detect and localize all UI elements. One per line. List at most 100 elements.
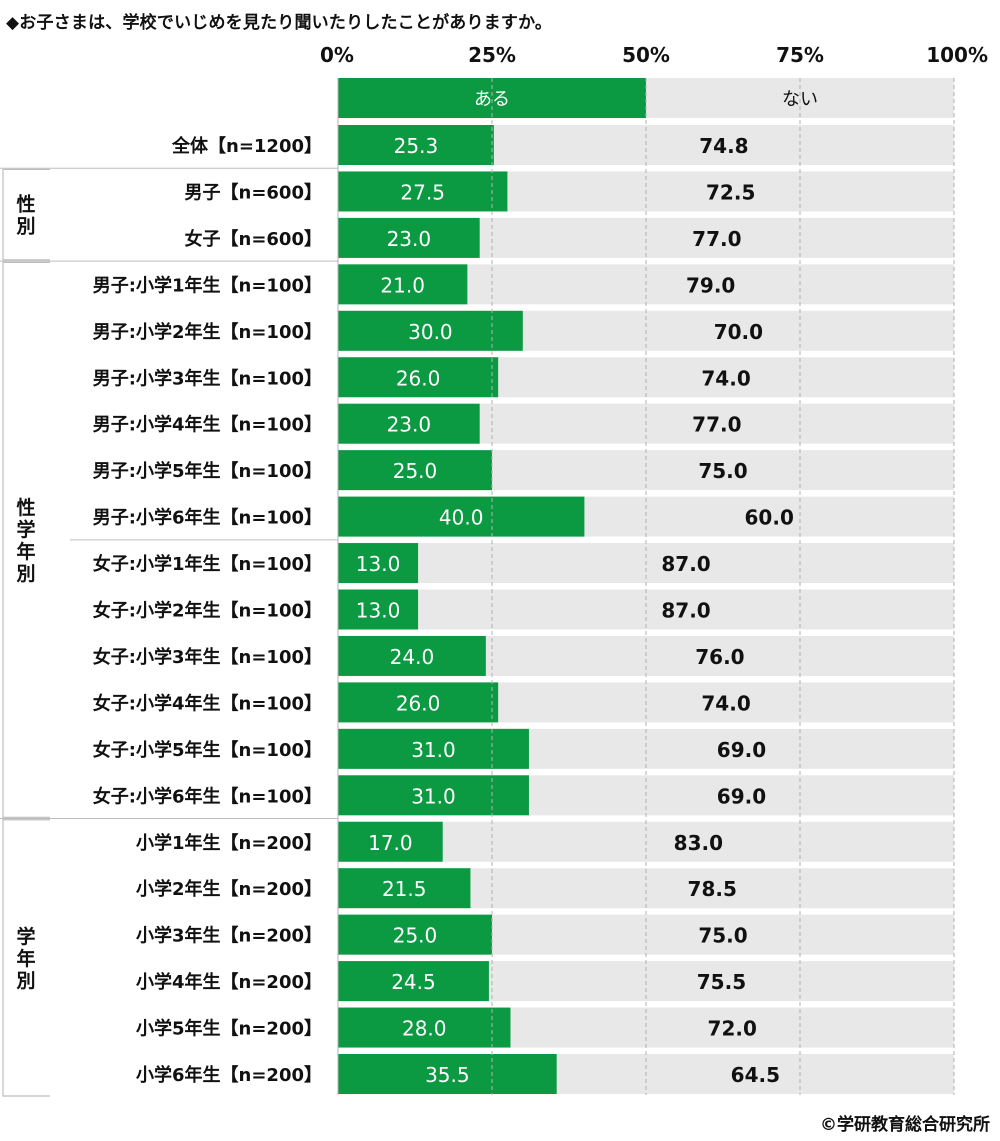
data-label-no: 75.5	[697, 970, 746, 994]
bar-yes	[338, 868, 471, 909]
data-label-yes: 26.0	[396, 366, 441, 390]
data-label-no: 77.0	[692, 413, 741, 437]
data-label-yes: 24.0	[390, 645, 435, 669]
group-label-char: 年	[16, 540, 35, 563]
group-label-char: 学	[16, 925, 35, 948]
category-label: 男子:小学6年生【n=100】	[93, 507, 322, 529]
bar-yes	[338, 728, 529, 769]
data-label-yes: 28.0	[402, 1017, 447, 1041]
data-label-no: 74.8	[699, 134, 748, 158]
x-tick-label: 50%	[622, 43, 670, 67]
data-label-yes: 31.0	[411, 784, 456, 808]
category-label: 女子:小学5年生【n=100】	[93, 739, 322, 761]
copyright-text: ©学研教育総合研究所	[820, 1115, 990, 1135]
data-label-no: 83.0	[674, 831, 723, 855]
bar-yes	[338, 403, 480, 444]
data-label-yes: 21.0	[380, 273, 425, 297]
data-label-no: 75.0	[698, 459, 747, 483]
category-label: 小学6年生【n=200】	[136, 1064, 322, 1086]
bar-yes	[338, 496, 585, 537]
data-label-no: 72.0	[708, 1017, 757, 1041]
category-label: 男子【n=600】	[185, 182, 322, 203]
legend-swatch-no	[646, 78, 954, 118]
data-label-no: 69.0	[717, 738, 766, 762]
data-label-yes: 35.5	[425, 1063, 470, 1087]
category-label: 男子:小学3年生【n=100】	[93, 367, 322, 389]
data-label-no: 60.0	[745, 506, 794, 530]
group-label-char: 性	[16, 496, 35, 519]
bar-yes	[338, 821, 443, 862]
data-label-no: 74.0	[701, 691, 750, 715]
bar-yes	[338, 543, 419, 584]
bar-yes	[338, 1054, 557, 1094]
data-label-yes: 23.0	[387, 227, 432, 251]
data-label-no: 79.0	[686, 273, 735, 297]
bar-yes	[338, 450, 492, 491]
data-label-yes: 25.0	[393, 459, 438, 483]
group-bracket	[2, 168, 50, 261]
bar-yes	[338, 264, 468, 305]
category-label: 女子:小学3年生【n=100】	[93, 646, 322, 668]
data-label-yes: 25.0	[393, 924, 438, 948]
data-label-yes: 25.3	[394, 134, 439, 158]
category-label: 全体【n=1200】	[171, 135, 322, 157]
data-label-no: 72.5	[706, 180, 755, 204]
group-label-char: 別	[16, 563, 35, 585]
category-label: 女子【n=600】	[185, 228, 322, 250]
bar-yes	[338, 635, 486, 676]
category-label: 女子:小学2年生【n=100】	[93, 600, 322, 622]
category-label: 女子:小学4年生【n=100】	[93, 692, 322, 714]
group-label-char: 学	[16, 518, 35, 541]
chart-title: ◆お子さまは、学校でいじめを見たり聞いたりしたことがありますか。	[6, 13, 553, 33]
data-label-yes: 27.5	[400, 180, 445, 204]
bar-yes	[338, 357, 499, 398]
category-label: 女子:小学6年生【n=100】	[93, 785, 322, 807]
bar-yes	[338, 775, 529, 816]
bar-yes	[338, 217, 480, 258]
category-label: 小学2年生【n=200】	[136, 878, 322, 900]
data-label-yes: 40.0	[439, 506, 484, 530]
group-bracket	[2, 819, 50, 1097]
data-label-no: 77.0	[692, 227, 741, 251]
bar-yes	[338, 589, 419, 630]
data-label-no: 87.0	[661, 552, 710, 576]
data-label-yes: 13.0	[356, 552, 401, 576]
data-label-yes: 24.5	[391, 970, 436, 994]
data-label-yes: 30.0	[408, 320, 453, 344]
group-label-char: 年	[16, 947, 35, 970]
bar-yes	[338, 171, 508, 212]
data-label-no: 87.0	[661, 599, 710, 623]
category-label: 小学3年生【n=200】	[136, 925, 322, 947]
data-label-yes: 17.0	[368, 831, 413, 855]
data-label-yes: 31.0	[411, 738, 456, 762]
data-label-no: 70.0	[714, 320, 763, 344]
category-label: 男子:小学5年生【n=100】	[93, 460, 322, 482]
data-label-no: 75.0	[698, 924, 747, 948]
data-label-no: 78.5	[688, 877, 737, 901]
group-bracket	[2, 261, 50, 818]
x-tick-label: 75%	[776, 43, 824, 67]
category-label: 小学1年生【n=200】	[136, 832, 322, 854]
bar-yes	[338, 914, 492, 955]
category-label: 男子:小学4年生【n=100】	[93, 414, 322, 436]
data-label-no: 64.5	[731, 1063, 780, 1087]
bar-yes	[338, 961, 489, 1002]
x-tick-label: 100%	[926, 43, 988, 67]
data-label-no: 69.0	[717, 784, 766, 808]
x-tick-label: 0%	[320, 43, 354, 67]
bar-yes	[338, 682, 499, 723]
group-label-char: 別	[16, 970, 35, 992]
group-label-char: 性	[16, 193, 35, 216]
category-label: 小学4年生【n=200】	[136, 971, 322, 993]
data-label-no: 76.0	[695, 645, 744, 669]
bar-yes	[338, 125, 494, 165]
data-label-no: 74.0	[701, 366, 750, 390]
bar-no	[338, 589, 954, 630]
data-label-yes: 23.0	[387, 413, 432, 437]
bar-yes	[338, 1007, 511, 1048]
data-label-yes: 13.0	[356, 599, 401, 623]
group-label-char: 別	[16, 216, 35, 238]
category-label: 女子:小学1年生【n=100】	[93, 553, 322, 575]
category-label: 小学5年生【n=200】	[136, 1018, 322, 1040]
